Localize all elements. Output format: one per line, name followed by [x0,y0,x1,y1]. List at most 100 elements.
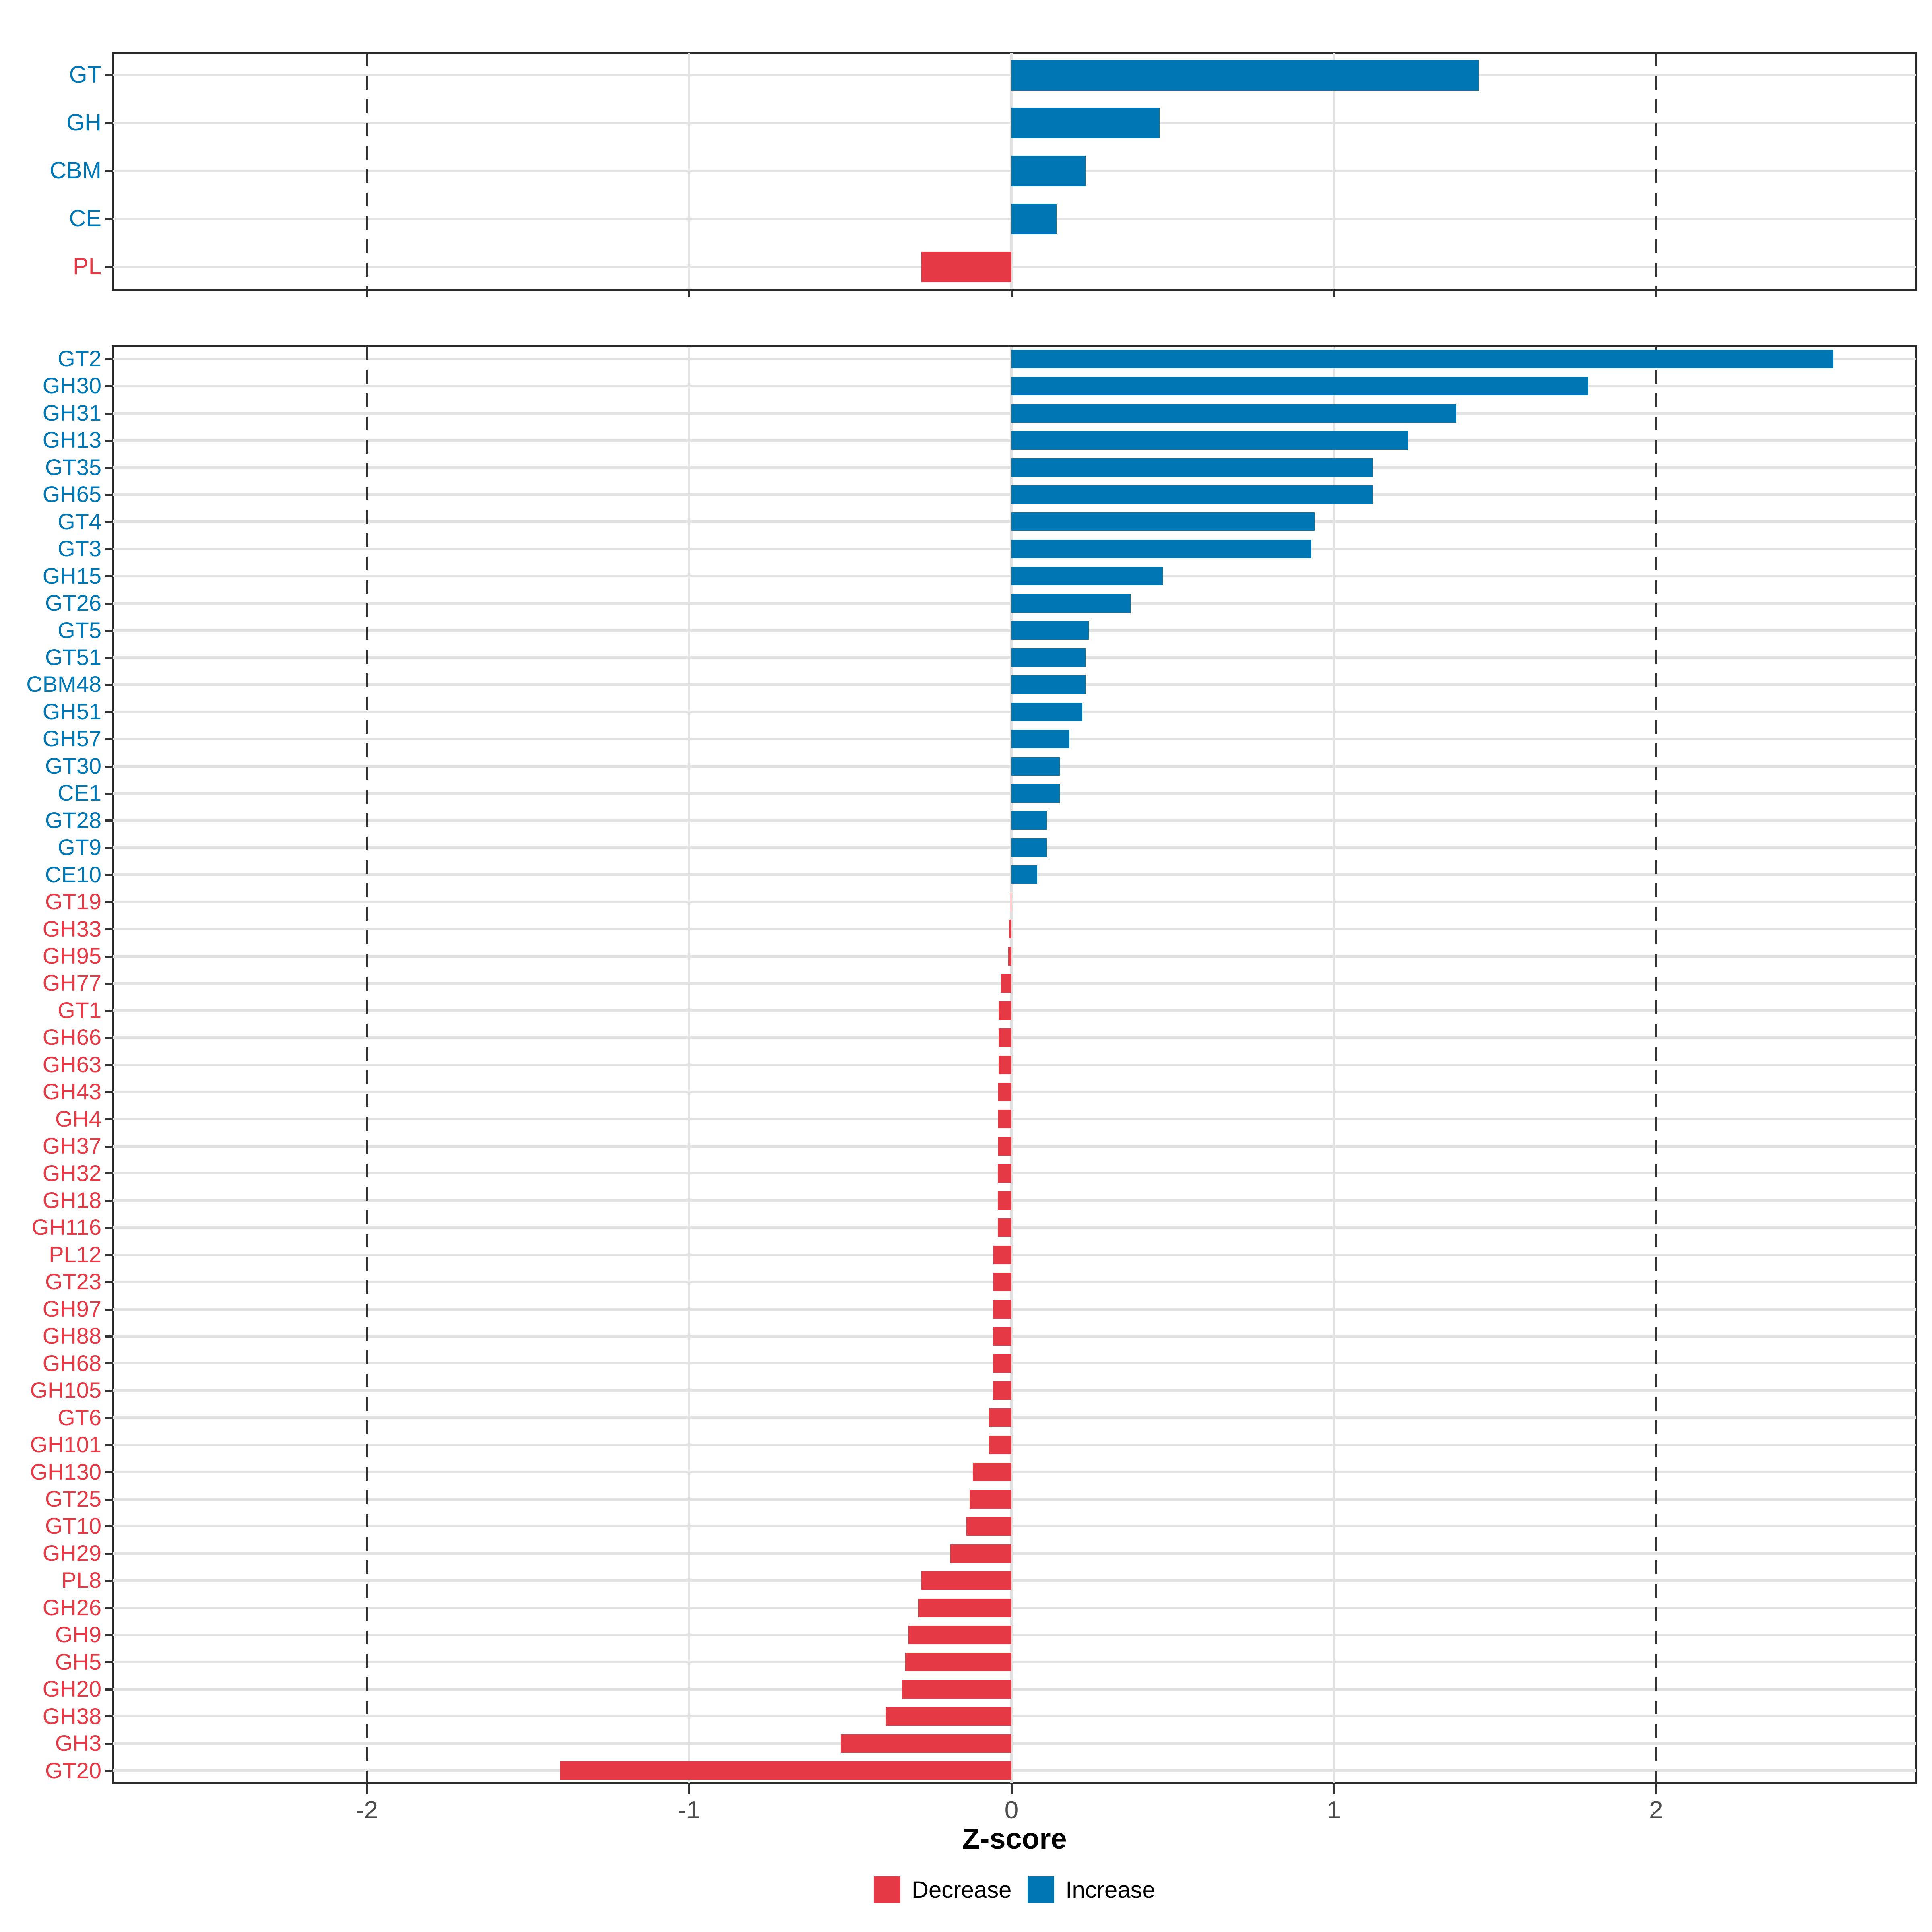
gridline-y-PL [113,265,1916,268]
y-axis-label-GH4: GH4 [55,1106,101,1131]
y-tick-GH105 [105,1389,112,1392]
y-tick-GT3 [105,548,112,550]
gridline-y-GH18 [113,1199,1916,1202]
bar-GT30 [1011,757,1060,776]
bar-GH97 [993,1300,1011,1319]
y-axis-label-CE: CE [69,205,101,231]
y-tick-GT51 [105,656,112,659]
bar-GT28 [1011,811,1047,830]
y-axis-label-GH9: GH9 [55,1622,101,1647]
bar-GH13 [1011,431,1408,450]
bar-CE1 [1011,784,1060,803]
bar-GH32 [998,1164,1011,1183]
y-tick-GH68 [105,1362,112,1365]
bar-PL [921,251,1011,282]
legend-item-increase: Increase [1028,1876,1155,1903]
y-axis-label-GH105: GH105 [30,1377,101,1403]
y-tick-GH29 [105,1552,112,1555]
bar-GH31 [1011,404,1456,423]
y-tick-GH32 [105,1172,112,1175]
y-axis-label-GH116: GH116 [31,1214,101,1240]
bar-GH29 [950,1544,1011,1563]
y-axis-label-GH66: GH66 [42,1024,101,1050]
dashed-vline--2 [366,53,368,289]
bar-GH33 [1009,920,1011,939]
gridline-y-GH38 [113,1715,1916,1718]
x-tick-2-panel0 [1655,291,1657,297]
y-axis-label-GH29: GH29 [42,1540,101,1566]
y-axis-label-GT23: GT23 [45,1269,101,1294]
bar-GH5 [905,1653,1011,1672]
y-tick-GH4 [105,1118,112,1121]
y-tick-GH9 [105,1634,112,1636]
y-tick-GT28 [105,819,112,822]
gridline-x-1 [1332,53,1335,289]
y-tick-GH18 [105,1199,112,1202]
y-axis-label-GH33: GH33 [42,916,101,941]
bar-GH105 [993,1381,1011,1400]
bar-GT3 [1011,539,1311,558]
bottom-panel [112,345,1917,1784]
y-axis-label-GH18: GH18 [42,1187,101,1213]
x-tick-label--1: -1 [678,1796,700,1824]
y-axis-label-GT2: GT2 [58,346,101,371]
y-tick-GH65 [105,493,112,496]
gridline-y-GT25 [113,1498,1916,1501]
gridline-y-GH37 [113,1145,1916,1148]
y-axis-label-GH51: GH51 [42,698,101,724]
y-tick-GT9 [105,846,112,849]
bar-GT10 [966,1517,1011,1536]
gridline-y-GH68 [113,1362,1916,1365]
y-tick-CBM [105,170,112,172]
y-axis-label-GH31: GH31 [42,400,101,425]
y-axis-label-GH101: GH101 [30,1432,101,1457]
y-axis-label-GH77: GH77 [42,970,101,996]
y-tick-GH63 [105,1064,112,1066]
gridline-y-GH66 [113,1036,1916,1039]
gridline-y-GH97 [113,1308,1916,1311]
gridline-y-GH33 [113,928,1916,931]
y-tick-GH3 [105,1742,112,1745]
gridline-y-GT19 [113,900,1916,903]
y-tick-GH26 [105,1607,112,1609]
gridline-y-GH4 [113,1118,1916,1121]
x-tick-label-1: 1 [1327,1796,1341,1824]
y-axis-label-GH57: GH57 [42,726,101,751]
y-tick-PL8 [105,1580,112,1582]
legend-label-decrease: Decrease [912,1876,1012,1903]
y-axis-label-GT19: GT19 [45,889,101,914]
y-axis-label-GH130: GH130 [30,1459,101,1484]
gridline-x--1 [688,347,691,1783]
y-axis-label-GT9: GT9 [58,834,101,860]
bar-CBM [1011,156,1086,186]
bar-GH18 [998,1191,1011,1210]
y-tick-GT20 [105,1770,112,1772]
y-tick-GH31 [105,412,112,415]
gridline-y-GH5 [113,1661,1916,1664]
gridline-y-GH130 [113,1471,1916,1474]
y-tick-GH33 [105,928,112,931]
gridline-y-GT1 [113,1009,1916,1012]
bar-GH65 [1011,485,1373,504]
y-axis-label-GT1: GT1 [58,997,101,1023]
top-panel [112,52,1917,291]
bar-GT26 [1011,594,1131,613]
bar-GH101 [989,1435,1011,1454]
gridline-y-GH101 [113,1443,1916,1446]
y-axis-label-GH3: GH3 [55,1730,101,1756]
bar-CBM48 [1011,675,1086,694]
y-axis-label-GT6: GT6 [58,1404,101,1430]
bar-GH15 [1011,567,1163,586]
gridline-y-PL8 [113,1579,1916,1582]
x-tick-label-2: 2 [1649,1796,1663,1824]
bar-GH9 [908,1626,1011,1644]
bar-GT35 [1011,458,1373,477]
bar-GH77 [1001,974,1011,993]
gridline-y-GH95 [113,955,1916,958]
y-tick-GT6 [105,1417,112,1419]
gridline-y-GT6 [113,1416,1916,1419]
y-axis-label-GH5: GH5 [55,1649,101,1674]
y-axis-label-CBM: CBM [50,157,101,184]
y-tick-GH57 [105,738,112,741]
x-tick-0-panel0 [1010,291,1013,297]
